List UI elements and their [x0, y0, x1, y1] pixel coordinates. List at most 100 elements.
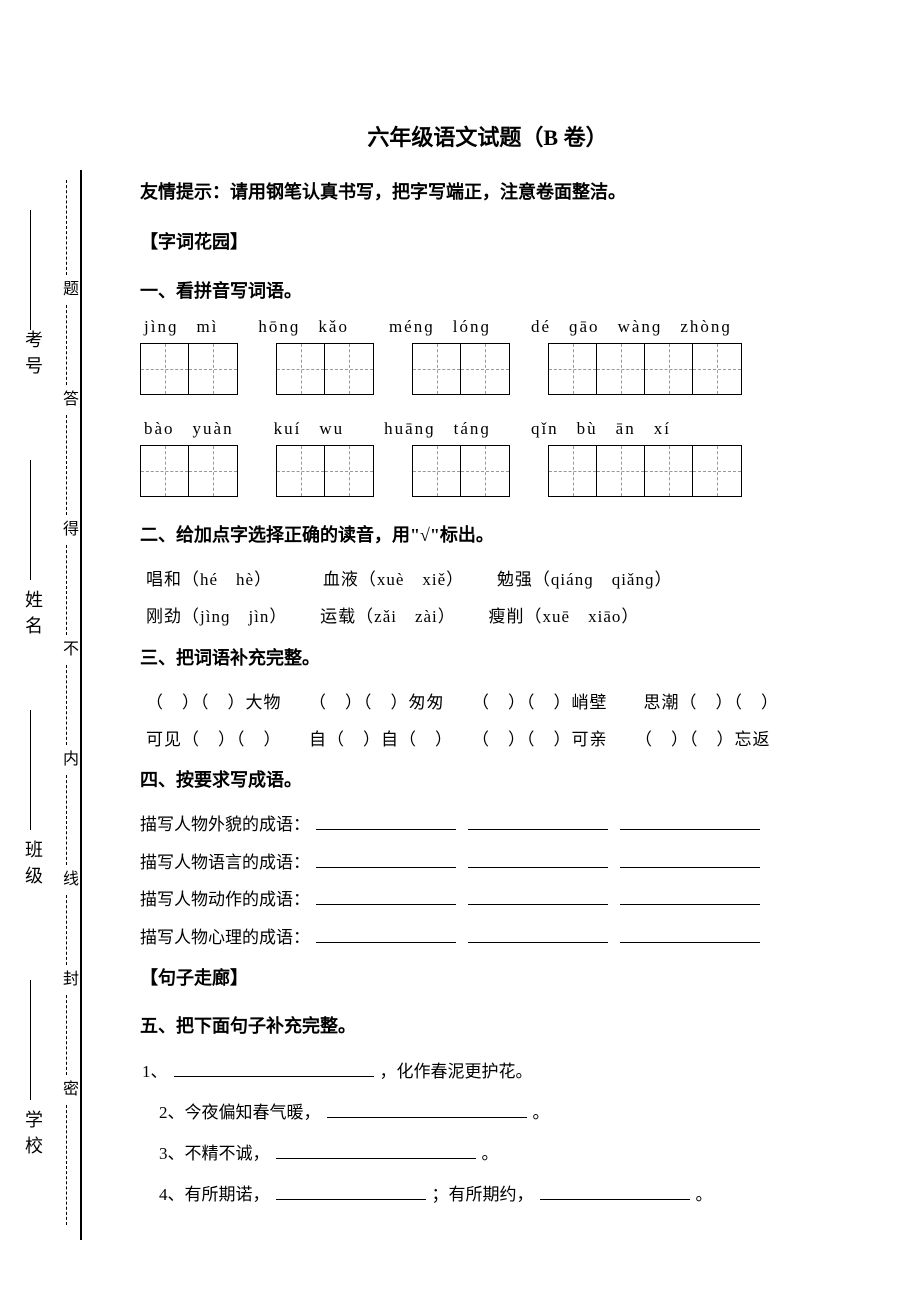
- seal-char: 密: [56, 1080, 80, 1100]
- item-num: 3、: [159, 1144, 185, 1163]
- q2-line1: 唱和（hé hè） 血液（xuè xiě） 勉强（qiánɡ qiǎnɡ）: [146, 561, 835, 598]
- blank-field[interactable]: [468, 813, 608, 830]
- char-box-group[interactable]: [140, 343, 238, 395]
- item-text: 。: [696, 1185, 713, 1204]
- seal-char: 答: [56, 390, 80, 410]
- pinyin-row-2: bàoyuàn kuíwu huānɡtánɡ qǐnbùānxí: [144, 419, 835, 439]
- item-text: 。: [482, 1144, 499, 1163]
- pinyin: zhònɡ: [680, 317, 732, 337]
- page-title: 六年级语文试题（B 卷）: [140, 120, 835, 152]
- char-box-row-1: [140, 343, 835, 395]
- item-text: 不精不诚，: [185, 1144, 270, 1163]
- char-box-group[interactable]: [276, 445, 374, 497]
- side-underline: [30, 980, 31, 1100]
- section-corridor: 【句子走廊】: [140, 962, 835, 994]
- char-box-group[interactable]: [412, 445, 510, 497]
- q4-label: 描写人物动作的成语：: [140, 890, 310, 909]
- pinyin: bào: [144, 419, 175, 439]
- section-garden: 【字词花园】: [140, 226, 835, 258]
- q2-opts[interactable]: （jìnɡ jìn）: [182, 607, 279, 626]
- char-box-row-2: [140, 445, 835, 497]
- item-num: 2、: [159, 1103, 185, 1122]
- blank-field[interactable]: [276, 1183, 426, 1200]
- char-box-group[interactable]: [548, 343, 742, 395]
- q2-word: 勉强: [497, 570, 533, 589]
- q2-opts[interactable]: （zǎi zài）: [356, 607, 447, 626]
- pinyin: mì: [196, 317, 218, 337]
- q5-item-3: 3、不精不诚， 。: [142, 1134, 835, 1175]
- pinyin: yuàn: [193, 419, 234, 439]
- blank-field[interactable]: [327, 1101, 527, 1118]
- blank-field[interactable]: [468, 926, 608, 943]
- q3-line1[interactable]: （ ）（ ）大物 （ ）（ ）匆匆 （ ）（ ）峭壁 思潮（ ）（ ）: [146, 684, 835, 721]
- char-box-group[interactable]: [140, 445, 238, 497]
- blank-field[interactable]: [620, 851, 760, 868]
- blank-field[interactable]: [620, 926, 760, 943]
- blank-field[interactable]: [316, 813, 456, 830]
- pinyin: lónɡ: [453, 317, 491, 337]
- q4-label: 描写人物心理的成语：: [140, 928, 310, 947]
- blank-field[interactable]: [276, 1142, 476, 1159]
- q2-opts[interactable]: （xuè xiě）: [359, 570, 456, 589]
- char-box-group[interactable]: [412, 343, 510, 395]
- seal-char: 不: [56, 640, 80, 660]
- pinyin: kǎo: [318, 317, 349, 337]
- item-num: 1、: [142, 1062, 168, 1081]
- blank-field[interactable]: [316, 926, 456, 943]
- q4-heading: 四、按要求写成语。: [140, 766, 835, 792]
- item-text: ，化作春泥更护花。: [380, 1062, 533, 1081]
- q2-heading: 二、给加点字选择正确的读音，用"√"标出。: [140, 521, 835, 547]
- blank-field[interactable]: [620, 888, 760, 905]
- pinyin: wu: [319, 419, 344, 439]
- q4-label: 描写人物语言的成语：: [140, 853, 310, 872]
- blank-field[interactable]: [468, 851, 608, 868]
- seal-char: 得: [56, 520, 80, 540]
- blank-field[interactable]: [316, 851, 456, 868]
- side-underline: [30, 210, 31, 330]
- pinyin: ān: [616, 419, 636, 439]
- seal-dash: [66, 775, 67, 865]
- q3-line2[interactable]: 可见（ ）（ ） 自（ ）自（ ） （ ）（ ）可亲 （ ）（ ）忘返: [146, 721, 835, 758]
- item-num: 4、: [159, 1185, 185, 1204]
- q2-word: 瘦削: [489, 607, 525, 626]
- q2-line2: 刚劲（jìnɡ jìn） 运载（zǎi zài） 瘦削（xuē xiāo）: [146, 598, 835, 635]
- q5-heading: 五、把下面句子补充完整。: [140, 1012, 835, 1038]
- pinyin: tánɡ: [454, 419, 491, 439]
- q5-item-2: 2、今夜偏知春气暖，。: [142, 1093, 835, 1134]
- seal-dash: [66, 895, 67, 965]
- q2-opts[interactable]: （qiánɡ qiǎnɡ）: [533, 570, 673, 589]
- seal-char: 题: [56, 280, 80, 300]
- seal-dash: [66, 415, 67, 515]
- blank-field[interactable]: [540, 1183, 690, 1200]
- q2-opts[interactable]: （hé hè）: [182, 570, 264, 589]
- q2-word: 刚劲: [146, 607, 182, 626]
- seal-dash: [66, 1105, 67, 1225]
- seal-dash: [66, 180, 67, 275]
- blank-field[interactable]: [620, 813, 760, 830]
- blank-field[interactable]: [468, 888, 608, 905]
- seal-char: 封: [56, 970, 80, 990]
- q2-word: 唱和: [146, 570, 182, 589]
- item-text: 。: [533, 1103, 550, 1122]
- char-box-group[interactable]: [548, 445, 742, 497]
- item-text: ；有所期约，: [432, 1185, 534, 1204]
- side-label-school: 学校: [20, 1110, 46, 1162]
- q2-word: 血液: [323, 570, 359, 589]
- side-label-class: 班级: [20, 840, 46, 892]
- char-box-group[interactable]: [276, 343, 374, 395]
- pinyin-row-1: jìnɡmì hōnɡkǎo ménɡlónɡ déɡāowànɡzhònɡ: [144, 317, 835, 337]
- q1-heading: 一、看拼音写词语。: [140, 277, 835, 303]
- q4-item: 描写人物心理的成语：: [140, 919, 835, 956]
- side-underline: [30, 460, 31, 580]
- side-label-name: 姓名: [20, 590, 46, 642]
- blank-field[interactable]: [174, 1060, 374, 1077]
- blank-field[interactable]: [316, 888, 456, 905]
- item-text: 有所期诺，: [185, 1185, 270, 1204]
- q2-opts[interactable]: （xuē xiāo）: [525, 607, 640, 626]
- q5-item-1: 1、 ，化作春泥更护花。: [142, 1052, 835, 1093]
- pinyin: dé: [531, 317, 551, 337]
- q5-item-4: 4、有所期诺， ；有所期约， 。: [142, 1175, 835, 1216]
- pinyin: xí: [654, 419, 671, 439]
- pinyin: ɡāo: [569, 317, 600, 337]
- pinyin: jìnɡ: [144, 317, 178, 337]
